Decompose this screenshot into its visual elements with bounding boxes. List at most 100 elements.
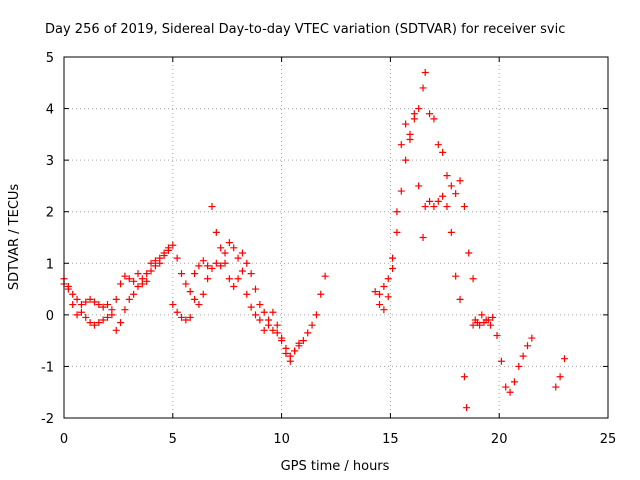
y-tick-label: 0 [46, 309, 54, 324]
data-point-marker [230, 244, 238, 252]
data-point-marker [134, 270, 142, 278]
y-tick-label: 1 [46, 257, 54, 272]
data-point-marker [269, 326, 277, 334]
data-point-marker [95, 301, 103, 309]
data-point-marker [419, 84, 427, 92]
data-point-marker [90, 321, 98, 329]
data-point-marker [138, 280, 146, 288]
data-point-marker [269, 308, 277, 316]
data-point-marker [225, 239, 233, 247]
data-point-marker [376, 290, 384, 298]
data-point-marker [486, 321, 494, 329]
data-point-marker [143, 270, 151, 278]
y-axis-label: SDTVAR / TECUs [7, 184, 22, 291]
data-point-marker [256, 316, 264, 324]
data-point-marker [82, 313, 90, 321]
data-points [60, 68, 568, 412]
data-point-marker [182, 316, 190, 324]
data-point-marker [99, 316, 107, 324]
plot-frame [63, 56, 609, 419]
axis-ticks: 0 5 10 15 20 25 -2 -1 0 1 2 3 4 5 [41, 51, 616, 447]
x-tick-label: 5 [169, 432, 177, 447]
data-point-marker [299, 337, 307, 345]
data-point-marker [260, 308, 268, 316]
data-point-marker [251, 311, 259, 319]
data-point-marker [419, 234, 427, 241]
data-point-marker [178, 270, 186, 278]
data-point-marker [104, 313, 112, 321]
data-point-marker [234, 275, 242, 283]
data-point-marker [265, 316, 273, 324]
data-point-marker [304, 329, 312, 337]
data-point-marker [376, 301, 384, 309]
data-point-marker [506, 388, 514, 396]
data-point-marker [217, 244, 225, 252]
x-tick-label: 15 [382, 432, 399, 447]
data-point-marker [469, 321, 477, 329]
data-point-marker [452, 272, 460, 280]
data-point-marker [493, 331, 501, 339]
data-point-marker [217, 262, 225, 270]
data-point-marker [186, 288, 194, 296]
data-point-marker [208, 203, 216, 211]
data-point-marker [225, 275, 233, 283]
data-point-marker [497, 357, 505, 365]
data-point-marker [199, 257, 207, 265]
data-point-marker [452, 190, 460, 198]
data-point-marker [286, 357, 294, 365]
data-point-marker [430, 203, 438, 211]
data-point-marker [125, 275, 133, 283]
data-point-marker [273, 321, 281, 329]
data-point-marker [69, 290, 77, 298]
data-point-marker [393, 208, 401, 216]
data-point-marker [426, 110, 434, 118]
data-point-marker [130, 290, 138, 298]
data-point-marker [112, 326, 120, 334]
data-point-marker [421, 203, 429, 211]
data-point-marker [443, 172, 451, 180]
data-point-marker [243, 259, 251, 267]
data-point-marker [478, 311, 486, 319]
data-point-marker [380, 282, 388, 290]
data-point-marker [182, 280, 190, 288]
data-point-marker [212, 228, 220, 236]
data-point-marker [151, 262, 159, 270]
x-tick-label: 0 [60, 432, 68, 447]
data-point-marker [397, 141, 405, 149]
y-tick-label: -1 [41, 360, 54, 375]
data-point-marker [371, 288, 379, 296]
data-point-marker [156, 254, 164, 262]
x-axis-label: GPS time / hours [281, 459, 390, 474]
data-point-marker [317, 290, 325, 298]
data-point-marker [247, 270, 255, 278]
data-point-marker [238, 249, 246, 257]
data-point-marker [528, 334, 536, 342]
data-point-marker [465, 249, 473, 257]
y-tick-label: 3 [46, 154, 54, 169]
data-point-marker [256, 301, 264, 309]
data-point-marker [510, 378, 518, 386]
data-point-marker [397, 187, 405, 195]
data-point-marker [112, 295, 120, 303]
data-point-marker [552, 383, 560, 391]
data-point-marker [125, 295, 133, 303]
data-point-marker [247, 303, 255, 311]
data-point-marker [191, 270, 199, 278]
data-point-marker [515, 362, 523, 370]
data-point-marker [415, 105, 423, 113]
data-point-marker [295, 339, 303, 347]
data-point-marker [234, 254, 242, 262]
data-point-marker [469, 275, 477, 283]
data-point-marker [169, 241, 177, 249]
data-point-marker [108, 311, 116, 319]
data-point-marker [273, 329, 281, 337]
data-point-marker [121, 306, 129, 314]
data-point-marker [406, 136, 414, 144]
y-tick-label: 5 [46, 51, 54, 66]
data-point-marker [230, 282, 238, 290]
data-point-marker [90, 298, 98, 306]
data-point-marker [447, 182, 455, 190]
data-point-marker [393, 228, 401, 236]
data-point-marker [260, 326, 268, 334]
